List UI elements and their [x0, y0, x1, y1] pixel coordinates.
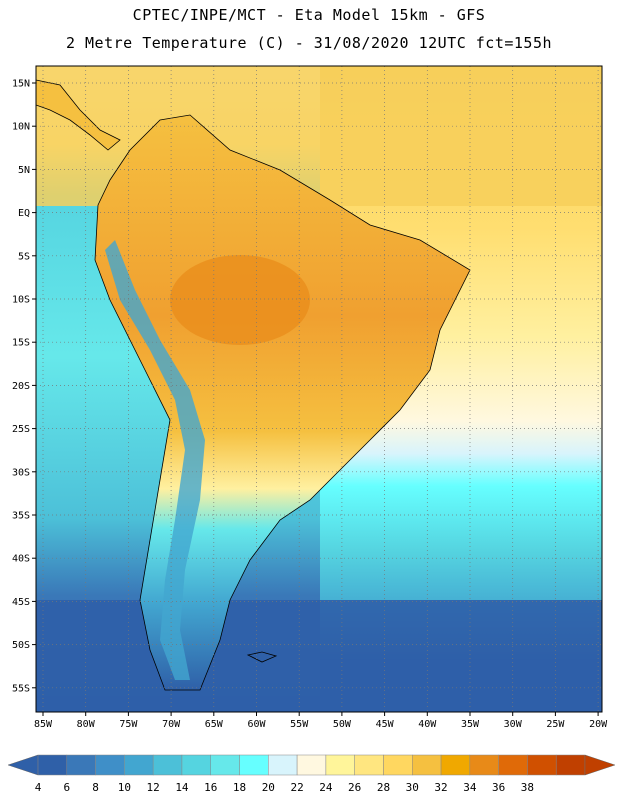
colorbar-label: 10	[118, 781, 131, 794]
colorbar-label: 12	[147, 781, 160, 794]
colorbar-label: 6	[63, 781, 70, 794]
colorbar-label: 36	[492, 781, 505, 794]
colorbar-label: 34	[463, 781, 477, 794]
colorbar-swatch	[210, 754, 240, 776]
colorbar-swatch	[354, 754, 384, 776]
colorbar-swatch	[440, 754, 471, 776]
colorbar-swatch	[527, 754, 557, 776]
colorbar-label: 28	[377, 781, 390, 794]
falkland-islands	[246, 651, 278, 663]
title-line-1: CPTEC/INPE/MCT - Eta Model 15km - GFS	[132, 6, 486, 24]
colorbar: 4 6 8 10 12 14 16 18 20 22 24 26 28 30 32 34 36 38	[7, 754, 616, 794]
andes-cold-band	[105, 240, 205, 680]
colorbar-swatch	[152, 754, 183, 776]
lat-label: 10S	[12, 295, 30, 306]
colorbar-label: 20	[262, 781, 275, 794]
colorbar-swatch	[469, 754, 499, 776]
colorbar-label: 32	[434, 781, 447, 794]
lat-label: 30S	[12, 467, 30, 478]
lat-label: 10N	[12, 122, 30, 133]
lat-label: 50S	[12, 640, 30, 651]
colorbar-label: 24	[319, 781, 333, 794]
lon-label: 30W	[504, 719, 523, 730]
colorbar-swatch	[66, 754, 96, 776]
colorbar-swatch	[95, 754, 125, 776]
colorbar-arrow-high	[584, 754, 616, 776]
lon-label: 70W	[162, 719, 181, 730]
title-line-2: 2 Metre Temperature (C) - 31/08/2020 12U…	[65, 34, 553, 52]
lat-label: 15S	[12, 338, 30, 349]
lon-label: 45W	[376, 719, 395, 730]
colorbar-label: 4	[35, 781, 42, 794]
lat-label: 15N	[12, 79, 30, 90]
lat-label: 45S	[12, 597, 30, 608]
colorbar-swatch	[296, 754, 327, 776]
colorbar-swatch	[239, 754, 269, 776]
lat-label: EQ	[18, 208, 30, 219]
lat-label: 20S	[12, 381, 30, 392]
lon-label: 60W	[247, 719, 266, 730]
hot-core	[170, 255, 310, 345]
lat-label: 35S	[12, 511, 30, 522]
longitude-labels: 85W 80W 75W 70W 65W 60W 55W 50W 45W 40W 35W 30W 25W 2…	[34, 719, 608, 730]
lat-label: 55S	[12, 683, 30, 694]
lon-label: 80W	[77, 719, 96, 730]
colorbar-swatch	[412, 754, 442, 776]
lon-label: 40W	[418, 719, 437, 730]
lon-label: 55W	[290, 719, 309, 730]
colorbar-swatch	[383, 754, 413, 776]
lon-label: 35W	[461, 719, 480, 730]
lon-label: 50W	[333, 719, 352, 730]
colorbar-swatch	[181, 754, 211, 776]
colorbar-swatch	[555, 754, 586, 776]
central-america-landmass	[35, 79, 121, 151]
latitude-labels: 15N 10N 5N EQ 5S 10S 15S 20S 25S 30S 35S 40S 45S 50S 5…	[12, 79, 30, 695]
lon-label: 85W	[34, 719, 53, 730]
colorbar-swatch	[124, 754, 154, 776]
colorbar-label: 8	[92, 781, 99, 794]
colorbar-swatch	[498, 754, 528, 776]
colorbar-label: 18	[233, 781, 246, 794]
colorbar-label: 16	[204, 781, 217, 794]
colorbar-swatch	[325, 754, 355, 776]
colorbar-swatch	[268, 754, 298, 776]
colorbar-label: 14	[175, 781, 189, 794]
map-grid	[32, 66, 602, 716]
lat-label: 25S	[12, 424, 30, 435]
colorbar-label: 22	[290, 781, 303, 794]
map-frame	[35, 65, 603, 713]
lon-label: 25W	[546, 719, 565, 730]
colorbar-label: 30	[406, 781, 419, 794]
colorbar-swatch	[37, 754, 68, 776]
lat-label: 40S	[12, 554, 30, 565]
lon-label: 20W	[589, 719, 608, 730]
lon-label: 75W	[119, 719, 138, 730]
colorbar-arrow-low	[7, 754, 39, 776]
colorbar-label: 26	[348, 781, 361, 794]
colorbar-label: 38	[521, 781, 534, 794]
lon-label: 65W	[205, 719, 224, 730]
lat-label: 5S	[18, 251, 30, 262]
lat-label: 5N	[18, 165, 30, 176]
